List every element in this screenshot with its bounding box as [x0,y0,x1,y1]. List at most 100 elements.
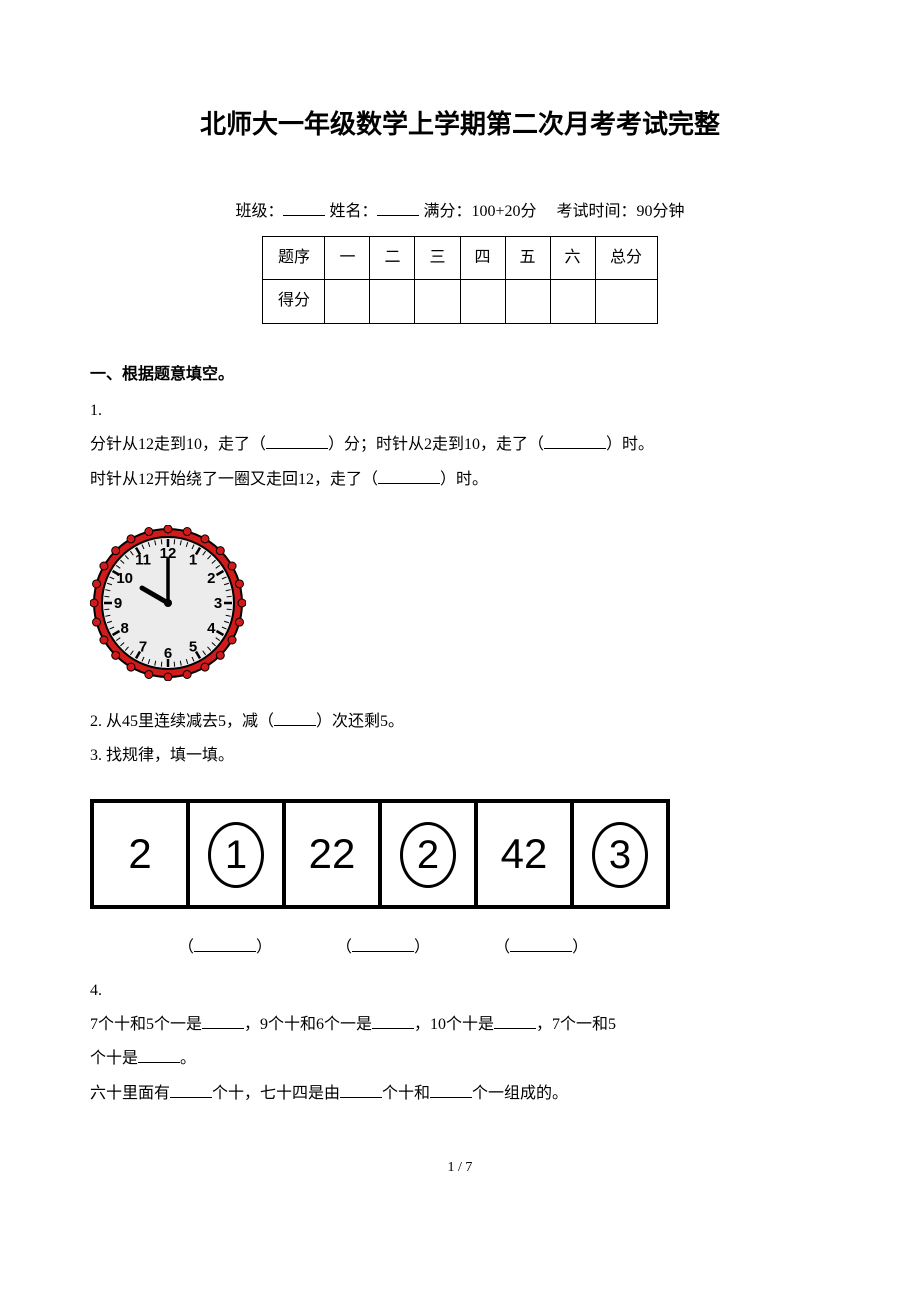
header-cell: 五 [505,236,550,279]
question-1-line2: 时针从12开始绕了一圈又走回12，走了（ ）时。 [90,465,830,495]
pattern-cell: 22 [284,801,380,907]
fill-blank [202,1013,244,1029]
fill-blank [138,1047,180,1063]
question-1: 1. [90,396,830,426]
svg-text:11: 11 [135,552,151,569]
svg-text:5: 5 [189,638,197,655]
text: ，10个十是 [414,1016,494,1033]
svg-text:1: 1 [189,552,197,569]
header-cell: 四 [460,236,505,279]
text: ）分；时针从2走到10，走了（ [328,436,544,453]
text: ，7个一和5 [536,1016,616,1033]
text: （ [178,939,194,956]
text: ）次还剩5。 [316,713,404,730]
text: 个十是 [90,1050,138,1067]
score-cell [460,280,505,323]
question-4: 4. [90,976,830,1006]
question-number: 3. [90,747,102,764]
fill-blank [340,1082,382,1098]
score-table: 题序 一 二 三 四 五 六 总分 得分 [262,236,657,324]
fill-blank [430,1082,472,1098]
score-cell [415,280,460,323]
name-label: 姓名： [329,203,377,220]
pattern-cell: 42 [476,801,572,907]
svg-text:9: 9 [114,595,122,612]
question-number: 1. [90,402,102,419]
text: 7个十和5个一是 [90,1016,202,1033]
svg-text:10: 10 [116,570,133,587]
fill-blank [266,433,328,449]
name-blank [377,200,419,216]
circled-number: 3 [592,822,648,888]
text: 时针从12开始绕了一圈又走回12，走了（ [90,471,378,488]
fill-blank [170,1082,212,1098]
pattern-answer-blanks: （） （） （） [90,933,830,963]
circled-number: 2 [400,822,456,888]
pattern-cell: 3 [572,801,668,907]
clock-icon: 121234567891011 [90,525,246,681]
score-cell [370,280,415,323]
pattern-table-wrap: 2 1 22 2 42 3 [90,799,830,909]
text: 分针从12走到10，走了（ [90,436,266,453]
class-label: 班级： [235,203,283,220]
table-row: 题序 一 二 三 四 五 六 总分 [263,236,657,279]
circled-number: 1 [208,822,264,888]
score-cell [550,280,595,323]
score-cell [325,280,370,323]
table-row: 2 1 22 2 42 3 [92,801,668,907]
svg-text:2: 2 [207,570,215,587]
text: ）时。 [440,471,488,488]
class-blank [283,200,325,216]
text: 从45里连续减去5，减（ [106,713,274,730]
svg-text:8: 8 [121,620,129,637]
fill-blank [378,468,440,484]
text: 。 [180,1050,196,1067]
header-cell: 六 [550,236,595,279]
text: ，9个十和6个一是 [244,1016,372,1033]
text: ） [256,939,272,956]
svg-text:7: 7 [139,638,147,655]
text: 六十里面有 [90,1085,170,1102]
fill-blank [372,1013,414,1029]
text: ）时。 [606,436,654,453]
svg-text:6: 6 [164,645,172,662]
question-3: 3. 找规律，填一填。 [90,741,830,771]
question-1-line1: 分针从12走到10，走了（ ）分；时针从2走到10，走了（ ）时。 [90,430,830,460]
svg-text:3: 3 [214,595,222,612]
table-row: 得分 [263,280,657,323]
pattern-table: 2 1 22 2 42 3 [90,799,670,909]
clock-image: 121234567891011 [90,525,830,692]
text: （ [336,939,352,956]
score-cell [505,280,550,323]
question-number: 2. [90,713,102,730]
question-4-line3: 六十里面有 个十，七十四是由 个十和 个一组成的。 [90,1079,830,1109]
section-heading: 一、根据题意填空。 [90,360,830,390]
page-title: 北师大一年级数学上学期第二次月考考试完整 [90,100,830,149]
header-cell: 二 [370,236,415,279]
question-number: 4. [90,982,102,999]
row-label-cell: 得分 [263,280,325,323]
fill-blank [194,936,256,952]
header-cell: 题序 [263,236,325,279]
fill-blank [544,433,606,449]
time-label: 考试时间：90分钟 [557,203,685,220]
page-footer: 1 / 7 [90,1155,830,1182]
fill-blank [352,936,414,952]
score-cell [595,280,657,323]
text: ） [414,939,430,956]
question-4-line2: 个十是 。 [90,1044,830,1074]
question-2: 2. 从45里连续减去5，减（ ）次还剩5。 [90,707,830,737]
fill-blank [510,936,572,952]
question-4-line1: 7个十和5个一是 ，9个十和6个一是 ，10个十是 ，7个一和5 [90,1010,830,1040]
header-cell: 三 [415,236,460,279]
full-score-label: 满分：100+20分 [423,203,536,220]
pattern-cell: 2 [380,801,476,907]
text: 个十，七十四是由 [212,1085,340,1102]
text: ） [572,939,588,956]
fill-blank [274,710,316,726]
svg-text:4: 4 [207,620,216,637]
text: 个十和 [382,1085,430,1102]
pattern-cell: 1 [188,801,284,907]
exam-meta: 班级： 姓名： 满分：100+20分 考试时间：90分钟 [90,197,830,227]
text: 个一组成的。 [472,1085,568,1102]
